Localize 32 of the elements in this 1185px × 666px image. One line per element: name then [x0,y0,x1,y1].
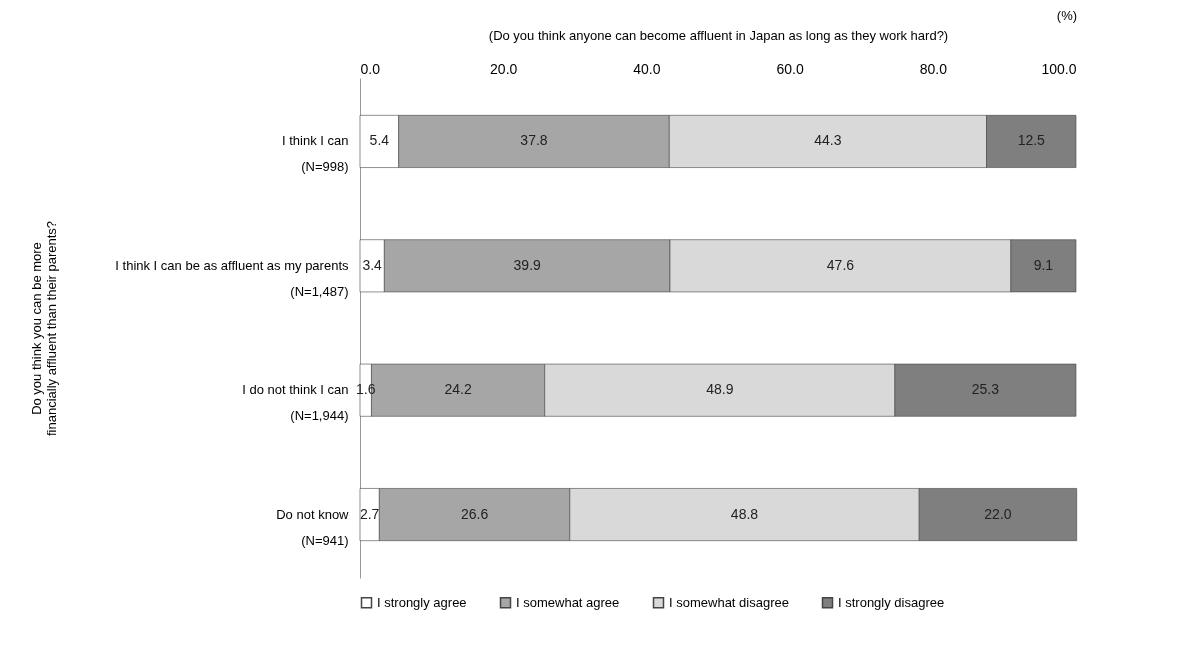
data-label: 9.1 [1033,256,1054,273]
data-label: 12.5 [1017,132,1046,149]
y-tick-label: Do not know (N=941) [276,506,350,548]
data-label: 25.3 [971,381,1000,398]
y-axis-title: Do you think you can be more financially affluent than their parents? [28,220,59,437]
data-label: 3.4 [362,256,383,273]
y-tick-label: I think I can be as affluent as my parents (N=1,487) [115,257,349,299]
data-label: 24.2 [444,381,472,398]
data-label: 22.0 [984,505,1012,522]
data-label: 44.3 [814,132,842,149]
data-label: 26.6 [460,505,489,522]
text: (%) [1056,8,1078,23]
x-tick-label: 80.0 [919,60,948,77]
y-tick-label: I do not think I can (N=1,944) [242,382,349,424]
data-label: 48.8 [730,505,759,522]
legend-label: I somewhat agree [516,594,620,610]
data-label: 2.7 [359,505,380,522]
data-label: 5.4 [369,132,390,149]
data-label: 47.6 [826,256,855,273]
x-tick-label: 40.0 [633,60,661,77]
x-tick-label: 60.0 [776,60,804,77]
legend-label: I somewhat disagree [669,594,789,610]
legend-label: I strongly agree [377,594,467,610]
data-label: 39.9 [513,256,542,273]
x-tick-label: 100.0 [1041,60,1077,77]
x-tick-label: 20.0 [490,60,518,77]
y-tick-label: I think I can (N=998) [282,133,349,175]
x-axis-title: (Do you think anyone can become affluent in Japan as long as they work hard?) [488,27,949,43]
x-tick-label: 0.0 [360,60,381,77]
data-label: 37.8 [520,132,548,149]
data-label: 48.9 [706,381,734,398]
legend-label: I strongly disagree [838,594,945,610]
